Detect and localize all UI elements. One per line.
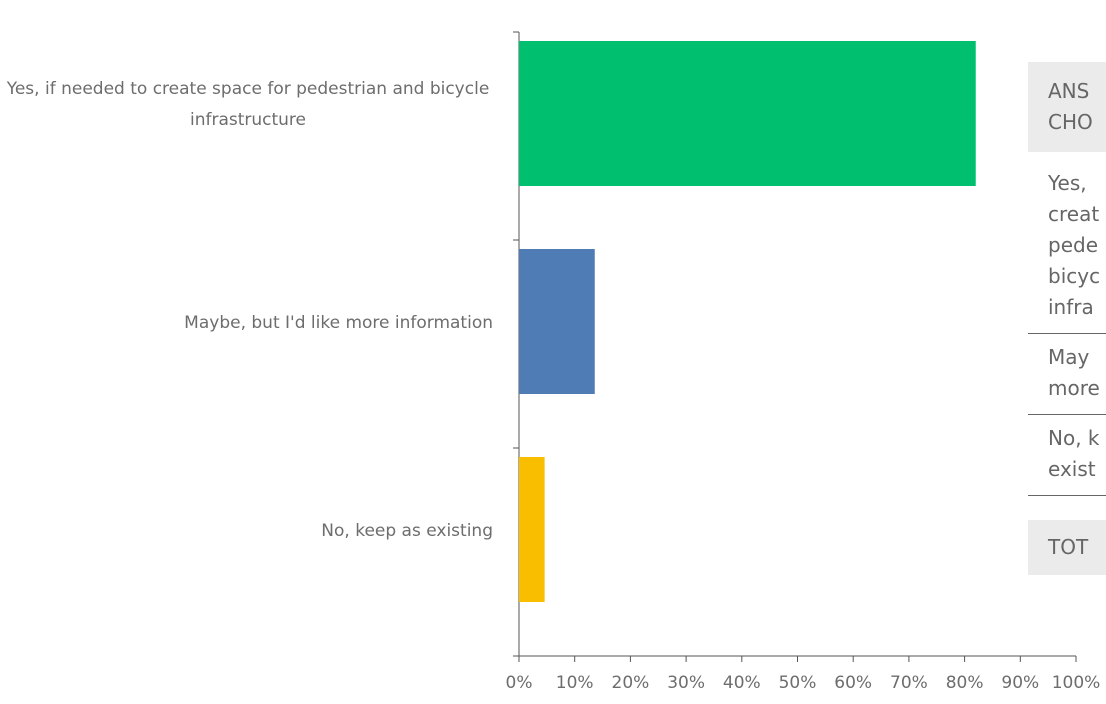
table-row: Yes, creat pede bicyc infra bbox=[1028, 168, 1106, 334]
x-tick-label: 60% bbox=[834, 673, 872, 693]
bar bbox=[519, 457, 545, 602]
cell-text: No, k bbox=[1048, 426, 1100, 450]
category-text: Yes, if needed to create space for pedes… bbox=[6, 79, 490, 130]
x-tick-label: 90% bbox=[1001, 673, 1039, 693]
x-tick-label: 0% bbox=[506, 673, 533, 693]
x-tick-label: 10% bbox=[556, 673, 594, 693]
table-row: May more bbox=[1028, 342, 1106, 415]
cell-text: infra bbox=[1048, 295, 1094, 319]
cell-text: creat bbox=[1048, 202, 1100, 226]
table-row: No, k exist bbox=[1028, 423, 1106, 496]
x-tick-label: 30% bbox=[667, 673, 705, 693]
x-tick-label: 40% bbox=[723, 673, 761, 693]
x-tick-label: 80% bbox=[946, 673, 984, 693]
x-tick-label: 20% bbox=[612, 673, 650, 693]
cell-text: bicyc bbox=[1048, 264, 1101, 288]
category-label: No, keep as existing bbox=[0, 516, 493, 547]
x-tick-label: 100% bbox=[1052, 673, 1101, 693]
bar bbox=[519, 249, 595, 394]
cell-text: May bbox=[1048, 345, 1090, 369]
cell-text: Yes, bbox=[1048, 171, 1087, 195]
x-tick-label: 70% bbox=[890, 673, 928, 693]
cell-text: pede bbox=[1048, 233, 1098, 257]
cell-text: ANS bbox=[1048, 79, 1090, 103]
category-text: Maybe, but I'd like more information bbox=[184, 312, 493, 333]
answer-table: ANS CHO Yes, creat pede bicyc infra May more No, … bbox=[1028, 62, 1106, 575]
x-tick-label: 50% bbox=[779, 673, 817, 693]
cell-text: exist bbox=[1048, 457, 1096, 481]
category-label: Maybe, but I'd like more information bbox=[0, 308, 493, 339]
cell-text: CHO bbox=[1048, 110, 1093, 134]
category-label: Yes, if needed to create space for pedes… bbox=[0, 74, 493, 136]
cell-text: TOT bbox=[1048, 535, 1089, 559]
table-total: TOT bbox=[1028, 520, 1106, 575]
cell-text: more bbox=[1048, 376, 1100, 400]
bar bbox=[519, 41, 976, 186]
table-header: ANS CHO bbox=[1028, 62, 1106, 152]
category-text: No, keep as existing bbox=[321, 520, 493, 541]
